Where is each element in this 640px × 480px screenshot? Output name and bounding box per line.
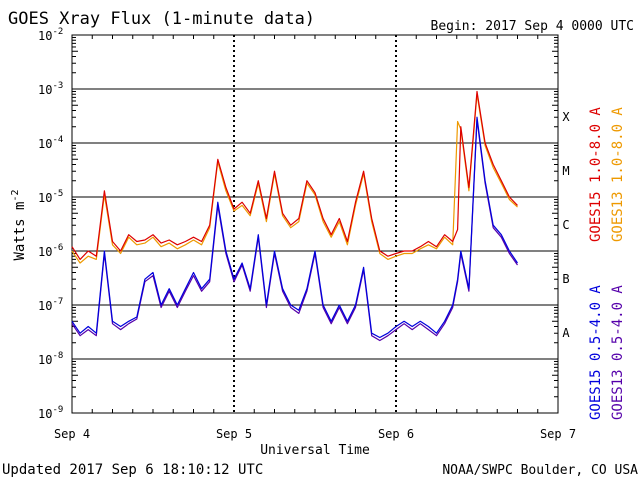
y-tick-label-exponent: -3: [52, 81, 63, 91]
flare-class-label: A: [562, 326, 570, 340]
y-tick-label: 10-7: [38, 297, 63, 313]
y-tick-label-base: 10: [38, 137, 52, 151]
y-tick-label-exponent: -4: [52, 135, 63, 145]
grid: [72, 35, 558, 413]
series-line: [71, 90, 518, 260]
credit-text: NOAA/SWPC Boulder, CO USA: [442, 463, 638, 478]
y-tick-label-base: 10: [38, 245, 52, 259]
y-tick-label-base: 10: [38, 407, 52, 421]
y-tick-label-base: 10: [38, 83, 52, 97]
x-axis-label: Universal Time: [260, 443, 370, 458]
flare-class-label: X: [562, 110, 570, 124]
legend-entry: GOES13 0.5-4.0 A: [610, 285, 626, 420]
x-tick-label: Sep 6: [378, 427, 414, 441]
begin-time: Begin: 2017 Sep 4 0000 UTC: [431, 19, 635, 34]
y-tick-label: 10-9: [38, 405, 63, 421]
series-line: [71, 116, 518, 339]
y-tick-label-exponent: -9: [52, 405, 63, 415]
y-axis-label-superscript: -2: [10, 189, 21, 201]
data-series: [71, 90, 518, 342]
y-tick-label-base: 10: [38, 29, 52, 43]
y-tick-label-base: 10: [38, 353, 52, 367]
y-tick-label-exponent: -2: [52, 27, 63, 37]
y-tick-label: 10-2: [38, 27, 63, 43]
x-tick-label: Sep 5: [216, 427, 252, 441]
legend: GOES15 1.0-8.0 A GOES13 1.0-8.0 A GOES15 0…: [588, 107, 626, 420]
flare-class-label: M: [562, 164, 569, 178]
updated-timestamp: Updated 2017 Sep 6 18:10:12 UTC: [2, 462, 263, 478]
y-axis-label: Watts m-2: [10, 189, 28, 260]
x-tick-label: Sep 7: [540, 427, 576, 441]
y-tick-label: 10-4: [38, 135, 63, 151]
flare-class-label: C: [562, 218, 569, 232]
y-tick-label: 10-3: [38, 81, 63, 97]
chart-title: GOES Xray Flux (1-minute data): [8, 9, 315, 29]
y-tick-label-exponent: -8: [52, 351, 63, 361]
y-tick-label: 10-5: [38, 189, 63, 205]
x-tick-label: Sep 4: [54, 427, 90, 441]
y-tick-label-exponent: -7: [52, 297, 63, 307]
y-tick-label-base: 10: [38, 191, 52, 205]
series-line: [71, 119, 518, 342]
legend-entry: GOES15 1.0-8.0 A: [588, 107, 604, 242]
y-tick-label-base: 10: [38, 299, 52, 313]
legend-entry: GOES15 0.5-4.0 A: [588, 285, 604, 420]
series-line: [71, 93, 518, 264]
y-tick-label: 10-6: [38, 243, 63, 259]
y-tick-label-exponent: -5: [52, 189, 63, 199]
flare-class-label: B: [562, 272, 569, 286]
y-tick-label: 10-8: [38, 351, 63, 367]
legend-entry: GOES13 1.0-8.0 A: [610, 107, 626, 242]
y-tick-label-exponent: -6: [52, 243, 63, 253]
plot-frame: [71, 34, 559, 414]
